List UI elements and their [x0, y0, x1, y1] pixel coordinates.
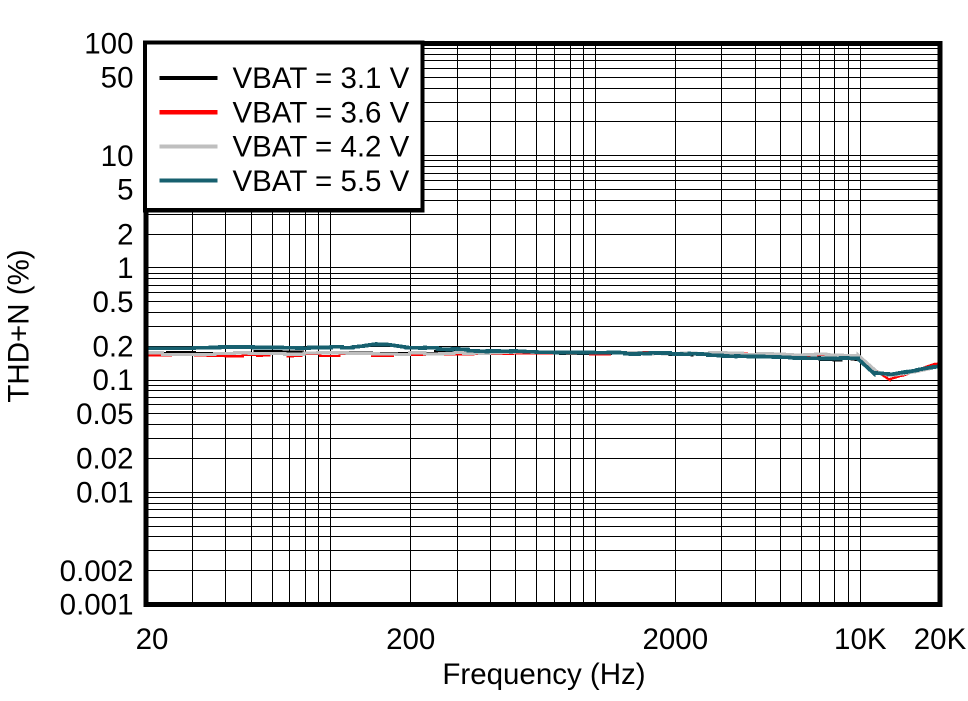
svg-text:2000: 2000 [642, 623, 708, 656]
svg-text:0.2: 0.2 [92, 331, 133, 364]
svg-text:20: 20 [136, 623, 169, 656]
svg-text:0.05: 0.05 [76, 398, 133, 431]
svg-text:2: 2 [117, 218, 133, 251]
svg-text:200: 200 [386, 623, 435, 656]
svg-text:10K: 10K [834, 623, 887, 656]
svg-text:0.5: 0.5 [92, 286, 133, 319]
svg-text:20K: 20K [914, 623, 967, 656]
svg-text:50: 50 [101, 61, 134, 94]
svg-text:100: 100 [84, 28, 133, 61]
svg-text:VBAT = 4.2 V: VBAT = 4.2 V [233, 131, 410, 164]
svg-text:Frequency (Hz): Frequency (Hz) [442, 658, 645, 691]
svg-text:THD+N (%): THD+N (%) [3, 249, 36, 402]
svg-text:5: 5 [117, 174, 133, 207]
svg-text:VBAT = 5.5 V: VBAT = 5.5 V [233, 165, 410, 198]
svg-text:1: 1 [117, 252, 133, 285]
svg-text:0.1: 0.1 [92, 364, 133, 397]
svg-text:0.002: 0.002 [60, 555, 134, 588]
svg-text:VBAT = 3.6 V: VBAT = 3.6 V [233, 97, 410, 130]
svg-text:0.001: 0.001 [60, 589, 134, 622]
svg-text:0.02: 0.02 [76, 443, 133, 476]
svg-text:VBAT = 3.1 V: VBAT = 3.1 V [233, 62, 410, 95]
svg-text:10: 10 [101, 140, 134, 173]
svg-text:0.01: 0.01 [76, 476, 133, 509]
